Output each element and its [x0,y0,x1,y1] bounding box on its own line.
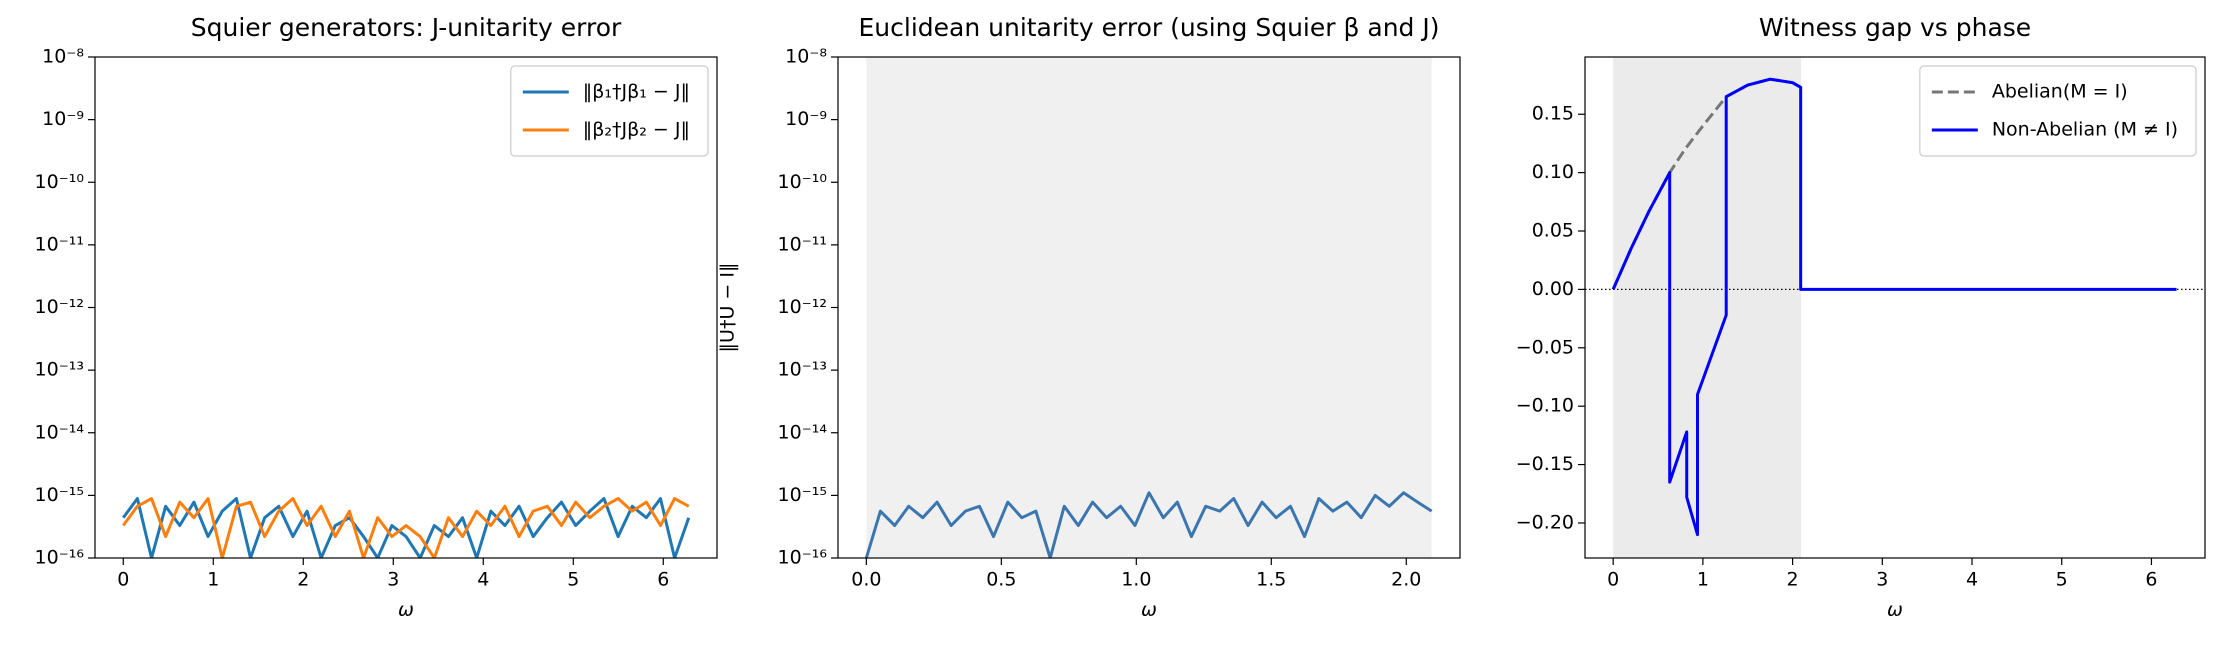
series-line [864,491,1433,558]
x-tick-label: 6 [657,569,669,591]
y-tick-label: 10⁻⁹ [42,108,84,130]
subplot: 0.0 0.5 1.0 1.5 2.0 10⁻¹⁶ 10⁻¹⁵ 10⁻¹⁴ 10⁻¹³ 10⁻¹²… [717,13,1461,621]
y-tick-label: 10⁻¹⁰ [35,171,84,193]
chart-title: Squier generators: J-unitarity error [191,13,622,42]
y-tick-label: 10⁻¹² [35,296,84,318]
legend-label: Abelian(M = I) [1992,81,2128,103]
x-axis-label: ω [1887,599,1903,621]
legend-box [1919,65,2197,157]
series-line [122,497,690,558]
legend: ‖β₁†Jβ₁ − J‖ ‖β₂†Jβ₂ − J‖ [510,65,709,157]
y-tick-label: 10⁻⁸ [785,46,827,68]
y-tick-label: 10⁻¹³ [778,359,827,381]
shaded-span [1613,57,1802,558]
x-tick-label: 5 [567,569,579,591]
y-tick-label: 10⁻¹⁵ [778,484,827,506]
x-tick-label: 3 [387,569,399,591]
y-tick-label: 10⁻¹⁴ [35,421,85,443]
x-tick-label: 3 [1876,569,1888,591]
subplot: 0 1 2 3 4 5 6 10⁻¹⁶ 10⁻¹⁵ 10⁻¹⁴ 10⁻¹³ 10⁻¹² 10⁻¹¹ 10⁻… [35,13,718,621]
legend-box [510,65,709,157]
y-tick-label: 0.10 [1532,161,1574,183]
y-tick-label: −0.10 [1516,395,1574,417]
x-tick-label: 0.5 [986,569,1016,591]
x-tick-label: 2.0 [1391,569,1421,591]
axes-frame [1584,56,2206,559]
legend-label: ‖β₂†Jβ₂ − J‖ [583,119,690,141]
chart-title: Euclidean unitarity error (using Squier … [858,13,1439,42]
y-tick-label: 10⁻¹¹ [778,233,827,255]
x-tick-label: 2 [1787,569,1799,591]
x-tick-label: 0 [117,569,129,591]
x-tick-label: 1 [207,569,219,591]
shaded-span [866,57,1432,558]
y-tick-label: 10⁻¹⁵ [35,484,84,506]
series-line [1611,77,2177,537]
y-tick-label: −0.15 [1516,453,1574,475]
y-tick-label: 0.00 [1532,278,1574,300]
series-line [122,497,691,558]
legend-label: ‖β₁†Jβ₁ − J‖ [583,81,690,103]
y-tick-label: 10⁻¹¹ [35,233,84,255]
y-tick-label: 10⁻⁸ [42,46,84,68]
x-tick-label: 2 [297,569,309,591]
y-tick-label: 10⁻¹² [778,296,827,318]
y-tick-label: 10⁻¹⁴ [778,421,828,443]
y-tick-label: −0.20 [1516,511,1574,533]
x-tick-label: 1.0 [1121,569,1151,591]
subplot: 0 1 2 3 4 5 6 −0.20 −0.15 −0.10 −0.05 0.00 0.05 0.10 0… [1516,13,2206,621]
axes-frame [837,56,1461,559]
y-tick-label: 10⁻¹⁶ [778,547,827,569]
chart-title: Witness gap vs phase [1759,13,2031,42]
y-tick-label: 10⁻¹³ [35,359,84,381]
legend-label: Non-Abelian (M ≠ I) [1992,119,2178,141]
y-tick-label: −0.05 [1516,336,1574,358]
y-tick-label: 0.05 [1532,220,1574,242]
x-tick-label: 4 [1966,569,1978,591]
y-tick-label: 10⁻¹⁰ [778,171,827,193]
x-tick-label: 0 [1607,569,1619,591]
y-tick-label: 0.15 [1532,103,1574,125]
x-tick-label: 6 [2145,569,2157,591]
x-tick-label: 0.0 [851,569,881,591]
x-tick-label: 4 [477,569,489,591]
legend: Abelian(M = I) Non-Abelian (M ≠ I) [1919,65,2197,157]
x-tick-label: 1.5 [1256,569,1286,591]
x-axis-label: ω [398,599,414,621]
y-axis-label: ‖U†U − I‖ [717,263,739,353]
axes-frame [94,56,718,559]
y-tick-label: 10⁻¹⁶ [35,547,84,569]
x-axis-label: ω [1141,599,1157,621]
x-tick-label: 1 [1697,569,1709,591]
x-tick-label: 5 [2056,569,2068,591]
y-tick-label: 10⁻⁹ [785,108,827,130]
